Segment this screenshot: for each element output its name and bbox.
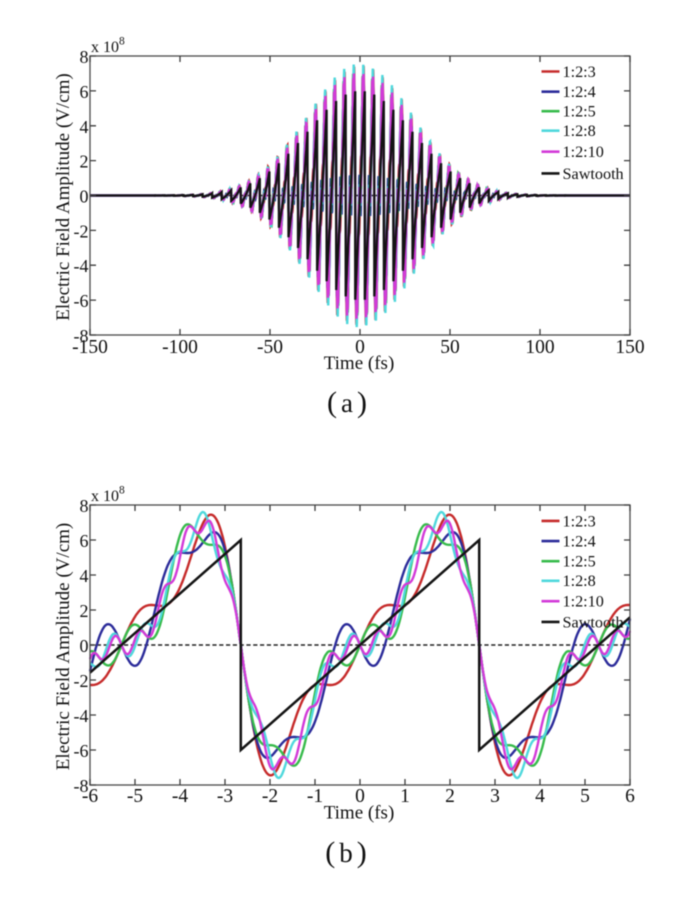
svg-text:-4: -4 <box>172 786 188 807</box>
svg-text:-6: -6 <box>82 786 98 807</box>
svg-text:8: 8 <box>80 47 89 67</box>
svg-text:4: 4 <box>535 786 545 807</box>
svg-text:2: 2 <box>80 152 89 172</box>
svg-text:1:2:10: 1:2:10 <box>563 593 604 611</box>
svg-text:0: 0 <box>355 786 365 807</box>
svg-text:-2: -2 <box>74 671 89 691</box>
svg-text:1:2:5: 1:2:5 <box>563 103 596 121</box>
svg-text:0: 0 <box>355 337 365 358</box>
svg-text:5: 5 <box>580 786 590 807</box>
svg-text:-2: -2 <box>74 221 89 241</box>
svg-text:4: 4 <box>80 566 89 586</box>
svg-text:1:2:8: 1:2:8 <box>563 572 596 590</box>
svg-text:1:2:4: 1:2:4 <box>563 533 596 551</box>
svg-text:8: 8 <box>119 36 125 48</box>
svg-text:50: 50 <box>440 337 460 358</box>
svg-text:6: 6 <box>80 82 89 102</box>
svg-text:1:2:10: 1:2:10 <box>563 143 604 161</box>
svg-text:-6: -6 <box>74 741 89 761</box>
svg-text:(a): (a) <box>327 386 367 419</box>
svg-text:0: 0 <box>80 636 89 656</box>
svg-text:-50: -50 <box>257 337 283 358</box>
svg-text:Time (fs): Time (fs) <box>324 353 395 374</box>
svg-text:-1: -1 <box>307 786 323 807</box>
svg-text:1:2:5: 1:2:5 <box>563 553 596 571</box>
svg-text:-100: -100 <box>162 337 198 358</box>
svg-text:8: 8 <box>80 496 89 516</box>
svg-text:-8: -8 <box>74 776 89 796</box>
svg-text:1:2:3: 1:2:3 <box>563 512 596 530</box>
svg-text:1:2:3: 1:2:3 <box>563 63 596 81</box>
svg-text:Electric Field Amplitude (V/cm: Electric Field Amplitude (V/cm) <box>53 523 74 770</box>
svg-text:-4: -4 <box>74 706 89 726</box>
svg-text:3: 3 <box>490 786 500 807</box>
svg-text:-2: -2 <box>262 786 278 807</box>
svg-text:Electric Field Amplitude (V/cm: Electric Field Amplitude (V/cm) <box>53 73 74 320</box>
svg-text:6: 6 <box>625 786 635 807</box>
svg-text:-8: -8 <box>74 326 89 346</box>
svg-text:150: 150 <box>615 337 644 358</box>
svg-text:8: 8 <box>119 485 125 497</box>
svg-text:-4: -4 <box>74 256 89 276</box>
svg-text:2: 2 <box>80 601 89 621</box>
svg-text:1: 1 <box>400 786 410 807</box>
svg-text:-3: -3 <box>217 786 233 807</box>
svg-text:x 10: x 10 <box>91 39 119 56</box>
svg-text:2: 2 <box>445 786 455 807</box>
svg-text:1:2:4: 1:2:4 <box>563 83 596 101</box>
svg-text:4: 4 <box>80 117 89 137</box>
svg-text:100: 100 <box>525 337 554 358</box>
svg-text:(b): (b) <box>325 836 367 869</box>
svg-text:x 10: x 10 <box>91 488 119 505</box>
svg-text:6: 6 <box>80 531 89 551</box>
svg-text:-150: -150 <box>72 337 108 358</box>
svg-text:1:2:8: 1:2:8 <box>563 122 596 140</box>
svg-text:Sawtooth: Sawtooth <box>563 613 624 631</box>
svg-text:-6: -6 <box>74 291 89 311</box>
svg-text:-5: -5 <box>127 786 143 807</box>
svg-text:Sawtooth: Sawtooth <box>563 165 624 183</box>
svg-text:Time (fs): Time (fs) <box>324 803 395 824</box>
svg-text:0: 0 <box>80 187 89 207</box>
